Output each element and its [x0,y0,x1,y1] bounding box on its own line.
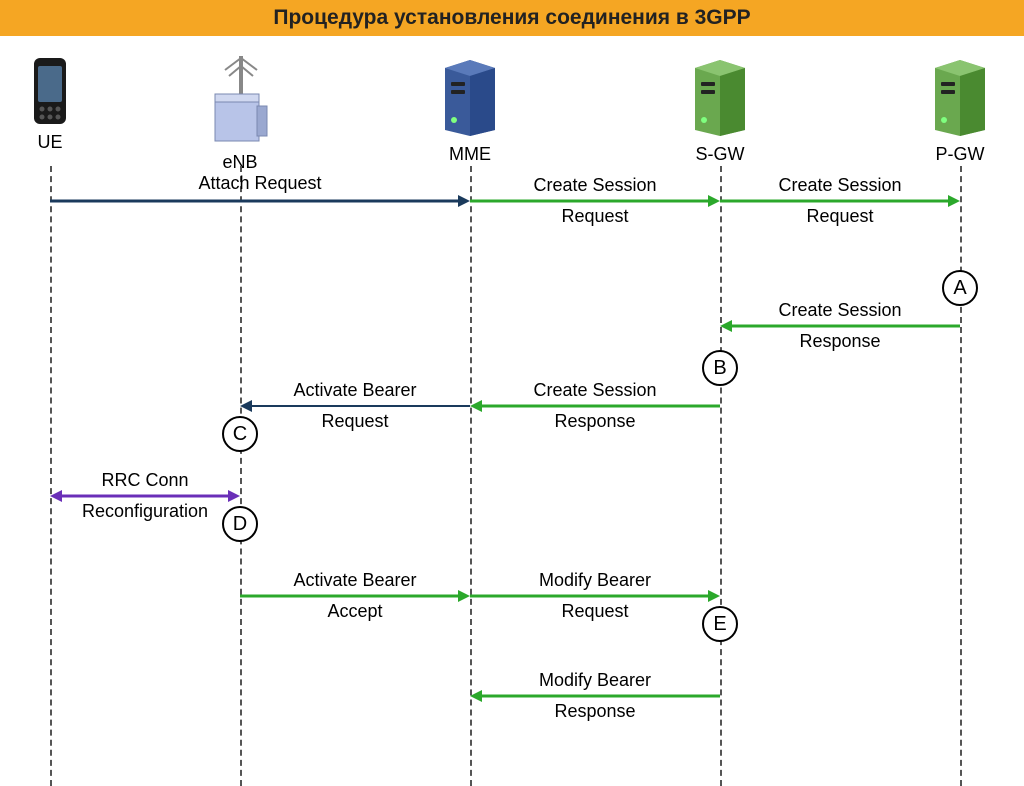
actor-ue: UE [0,56,100,153]
actor-label-ue: UE [0,132,100,153]
actor-label-sgw: S-GW [670,144,770,165]
title-bar: Процедура установления соединения в 3GPP [0,0,1024,36]
msg-label-2: Create SessionRequest [720,175,960,226]
msg-label-9: Modify BearerResponse [470,670,720,721]
msg-label-8: Modify BearerRequest [470,570,720,621]
msg-label-6: RRC ConnReconfiguration [50,470,240,521]
page-title: Процедура установления соединения в 3GPP [273,6,750,30]
bubble-E: E [702,606,738,642]
msg-label-1: Create SessionRequest [470,175,720,226]
bubble-B: B [702,350,738,386]
bubble-C: C [222,416,258,452]
actor-label-pgw: P-GW [910,144,1010,165]
actor-enb: eNB [190,56,290,173]
bubble-D: D [222,506,258,542]
msg-label-7: Activate BearerAccept [240,570,470,621]
lifeline-enb [240,166,242,786]
actor-pgw: P-GW [910,56,1010,165]
actor-mme: MME [420,56,520,165]
msg-label-3: Create SessionResponse [720,300,960,351]
msg-label-0: Attach Request [50,173,470,194]
msg-label-5: Activate BearerRequest [240,380,470,431]
lifeline-pgw [960,166,962,786]
actor-label-mme: MME [420,144,520,165]
bubble-A: A [942,270,978,306]
diagram-canvas: UE eNB MME S-GW [0,36,1024,767]
lifeline-sgw [720,166,722,786]
actor-sgw: S-GW [670,56,770,165]
msg-label-4: Create SessionResponse [470,380,720,431]
